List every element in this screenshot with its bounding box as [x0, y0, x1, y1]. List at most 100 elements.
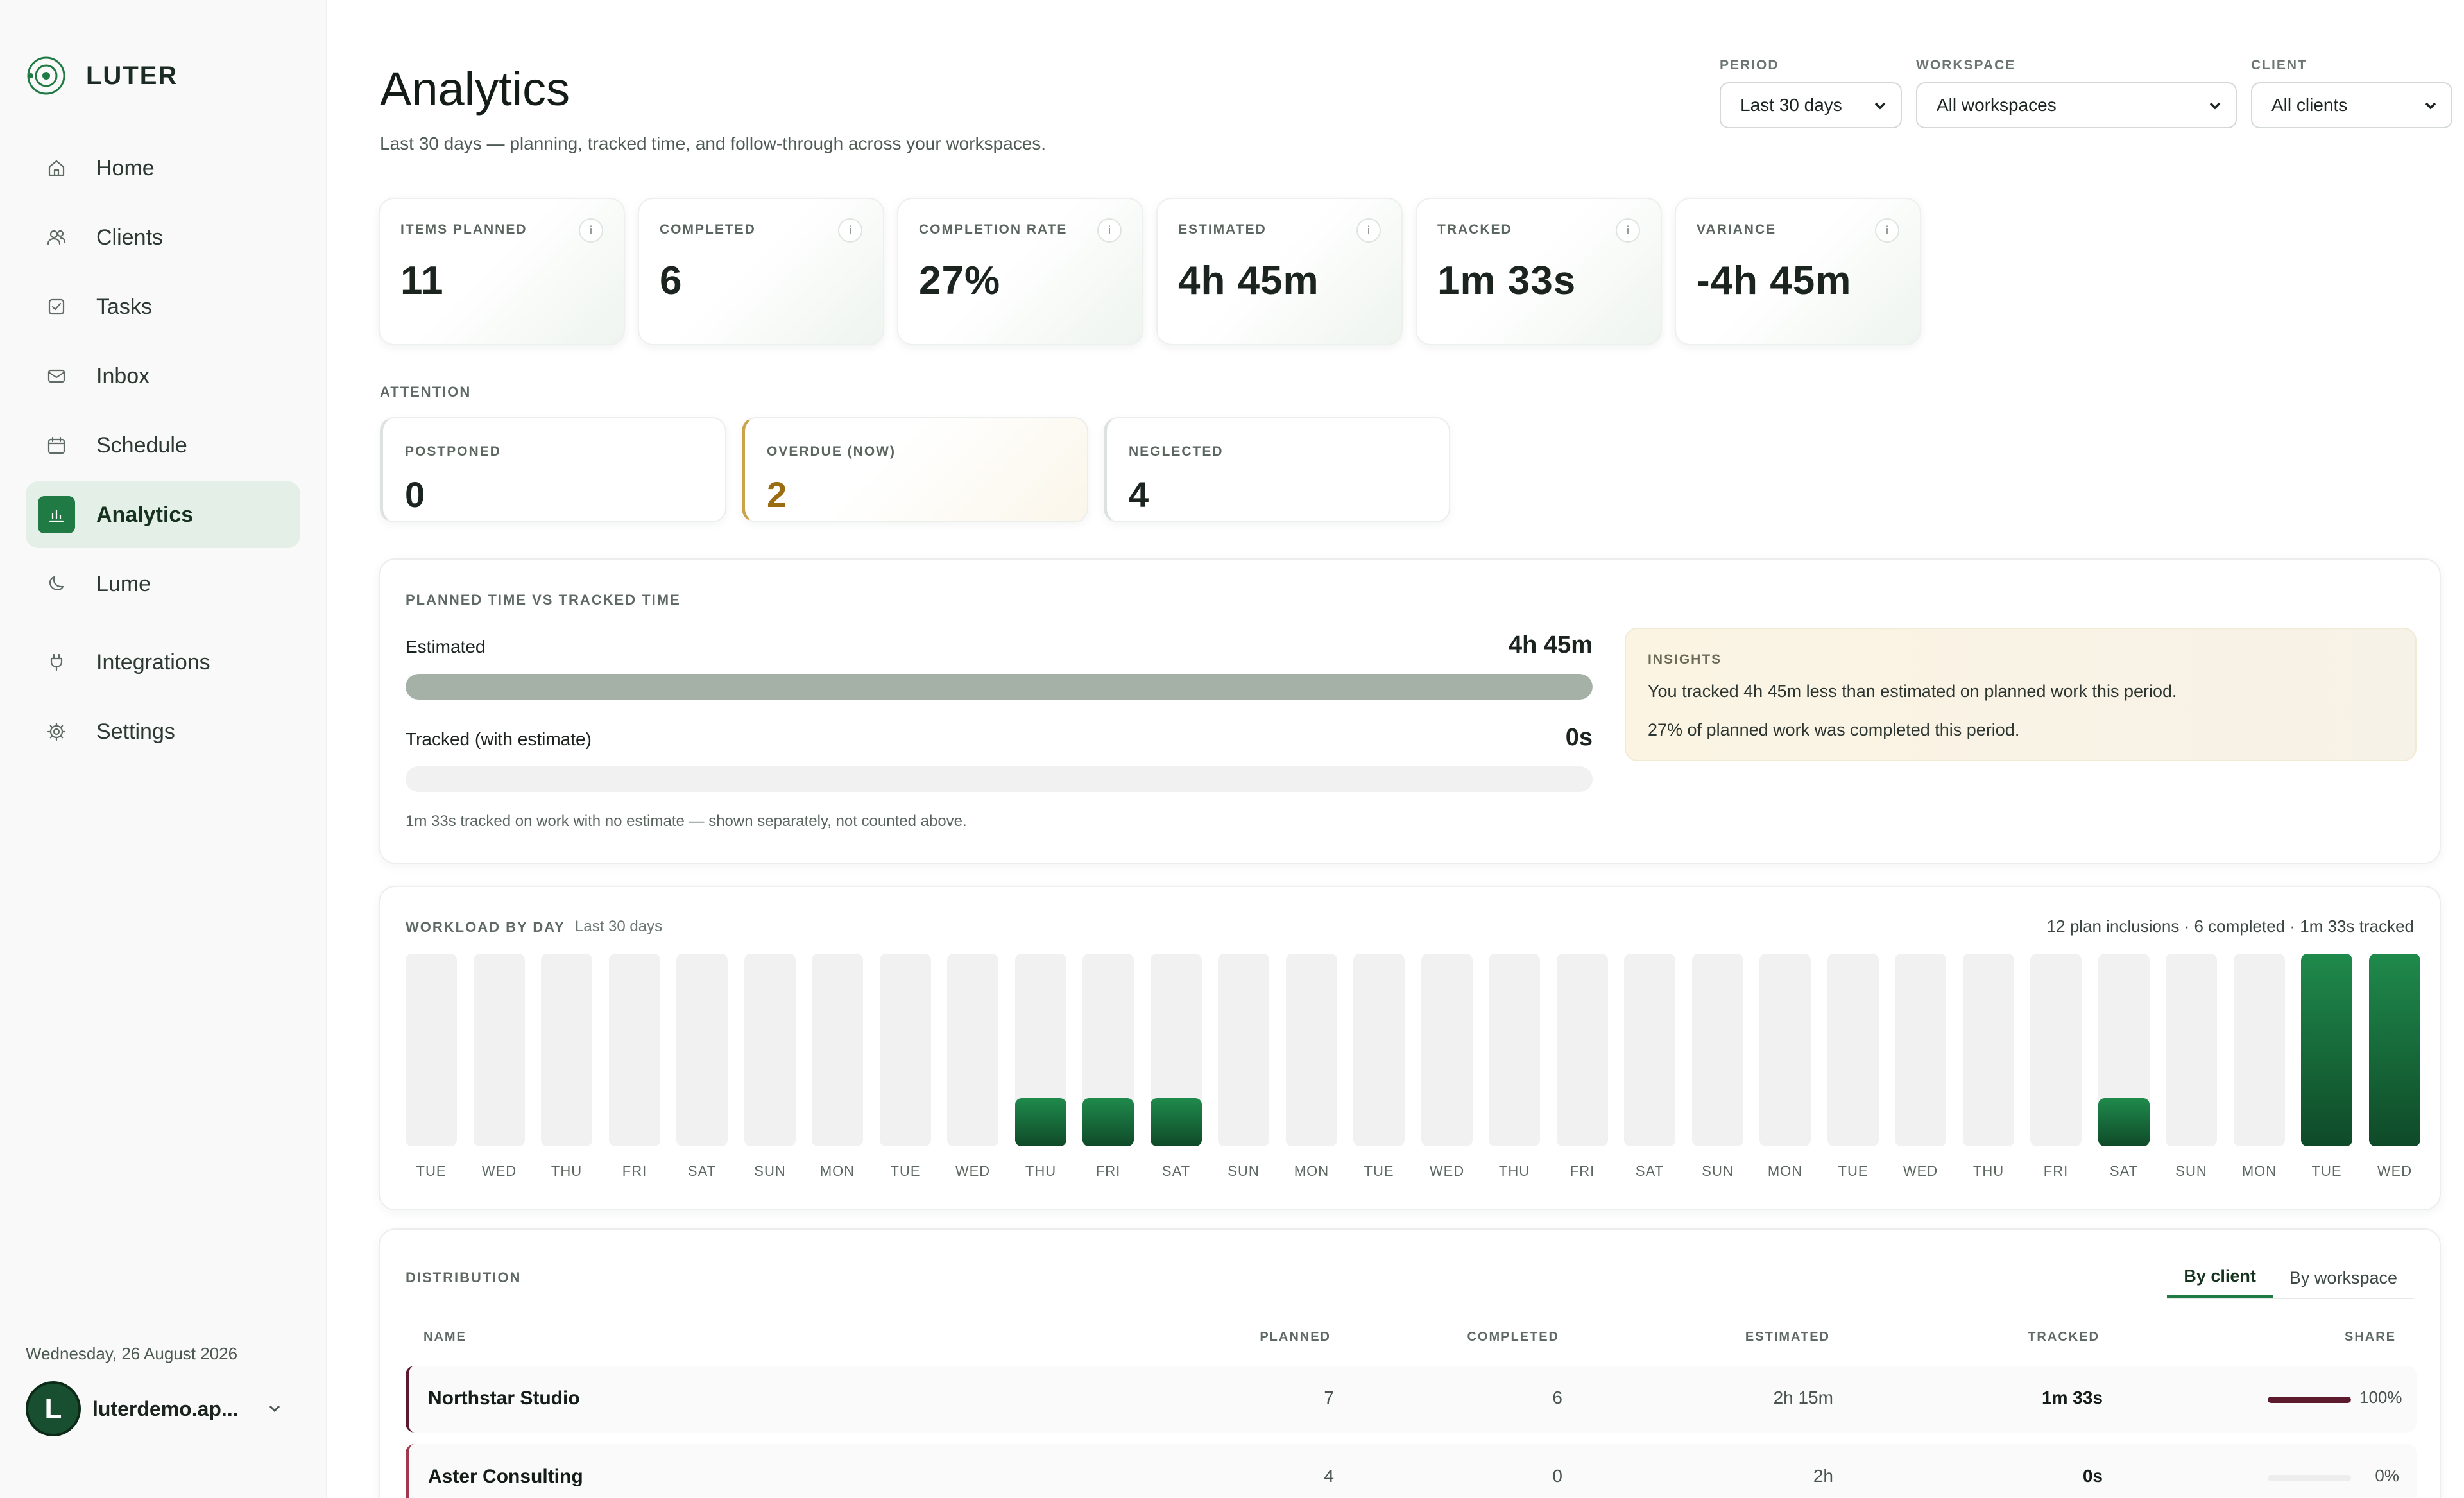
sidebar-item-label: Settings	[96, 719, 175, 744]
sidebar-item-label: Inbox	[96, 363, 150, 388]
calendar-icon	[45, 434, 68, 457]
workload-day-column[interactable]	[1421, 954, 1473, 1146]
column-header-name[interactable]: NAME	[424, 1330, 466, 1344]
attention-heading: ATTENTION	[380, 384, 472, 400]
info-icon[interactable]: i	[1356, 218, 1381, 243]
avatar: L	[26, 1381, 81, 1436]
metric-completion-rate: COMPLETION RATE i 27%	[897, 198, 1143, 345]
period-select[interactable]: Last 30 days	[1720, 82, 1902, 128]
attention-overdue[interactable]: OVERDUE (NOW) 2	[742, 417, 1088, 522]
row-planned: 7	[1324, 1388, 1334, 1408]
workload-day-column[interactable]	[406, 954, 457, 1146]
workspace-value: All workspaces	[1937, 95, 2057, 115]
brand[interactable]: LUTER	[26, 55, 178, 96]
table-row[interactable]: Aster Consulting 4 0 2h 0s 0%	[406, 1444, 2417, 1498]
attention-postponed[interactable]: POSTPONED 0	[380, 417, 726, 522]
info-icon[interactable]: i	[579, 218, 603, 243]
sidebar-item-clients[interactable]: Clients	[26, 204, 300, 271]
workload-chart: TUE WED THU FRI SAT SUN MON TUE WED THU FRI SAT SUN M…	[406, 954, 2420, 1191]
workload-day-column[interactable]	[1151, 954, 1202, 1146]
workload-day-column[interactable]	[947, 954, 998, 1146]
workload-day-column[interactable]	[1963, 954, 2014, 1146]
row-name: Aster Consulting	[428, 1466, 583, 1487]
workload-day-label: FRI	[2043, 1163, 2069, 1179]
workload-day-label: FRI	[622, 1163, 647, 1179]
workload-day-column[interactable]	[1624, 954, 1675, 1146]
workload-day-column[interactable]	[1827, 954, 1879, 1146]
metric-label: COMPLETION RATE	[919, 222, 1068, 237]
metric-estimated: ESTIMATED i 4h 45m	[1156, 198, 1403, 345]
workload-day-column[interactable]	[1557, 954, 1608, 1146]
column-header-share[interactable]: SHARE	[2344, 1330, 2396, 1344]
workload-day-column[interactable]	[1489, 954, 1540, 1146]
workload-day-column[interactable]	[2098, 954, 2150, 1146]
table-row[interactable]: Northstar Studio 7 6 2h 15m 1m 33s 100%	[406, 1366, 2417, 1433]
workload-day-label: MON	[2241, 1163, 2277, 1179]
workload-day-label: FRI	[1095, 1163, 1121, 1179]
panel-title: PLANNED TIME VS TRACKED TIME	[406, 592, 681, 608]
workload-day-column[interactable]	[744, 954, 796, 1146]
client-select[interactable]: All clients	[2251, 82, 2452, 128]
tracked-bar	[406, 766, 1593, 792]
workload-day-label: MON	[819, 1163, 855, 1179]
workload-day-column[interactable]	[1082, 954, 1134, 1146]
row-share: 100%	[2359, 1388, 2402, 1407]
workload-day-column[interactable]	[474, 954, 525, 1146]
workload-day-column[interactable]	[676, 954, 728, 1146]
workload-day-column[interactable]	[880, 954, 931, 1146]
workload-day-column[interactable]	[2369, 954, 2420, 1146]
attention-label: NEGLECTED	[1129, 444, 1224, 459]
workload-day-column[interactable]	[2301, 954, 2352, 1146]
workload-day-label: THU	[1972, 1163, 2005, 1179]
sidebar-nav: Home Clients Tasks Inbox Schedule Analyt…	[26, 135, 300, 768]
workload-day-column[interactable]	[1353, 954, 1405, 1146]
planned-vs-tracked-panel: PLANNED TIME VS TRACKED TIME Estimated 4…	[379, 558, 2441, 864]
info-icon[interactable]: i	[1616, 218, 1640, 243]
sidebar-item-settings[interactable]: Settings	[26, 698, 300, 765]
row-share: 0%	[2375, 1466, 2399, 1485]
tab-by-client[interactable]: By client	[2167, 1258, 2273, 1298]
user-menu[interactable]: L luterdemo.ap...	[26, 1381, 295, 1436]
chevron-down-icon[interactable]	[266, 1399, 285, 1418]
row-estimated: 2h	[1813, 1466, 1833, 1486]
workload-day-column[interactable]	[2030, 954, 2082, 1146]
sidebar-item-home[interactable]: Home	[26, 135, 300, 202]
column-header-completed[interactable]: COMPLETED	[1467, 1330, 1559, 1344]
info-icon[interactable]: i	[838, 218, 862, 243]
workload-day-column[interactable]	[812, 954, 863, 1146]
workload-day-column[interactable]	[1286, 954, 1337, 1146]
workload-day-column[interactable]	[609, 954, 660, 1146]
workload-day-column[interactable]	[541, 954, 592, 1146]
workload-day-label: WED	[481, 1163, 517, 1179]
metric-label: VARIANCE	[1697, 222, 1777, 237]
moon-icon	[45, 573, 68, 596]
workload-day-label: SUN	[2175, 1163, 2207, 1179]
info-icon[interactable]: i	[1097, 218, 1122, 243]
sidebar-item-integrations[interactable]: Integrations	[26, 629, 300, 696]
column-header-planned[interactable]: PLANNED	[1260, 1330, 1331, 1344]
workload-day-column[interactable]	[1218, 954, 1269, 1146]
workspace-select[interactable]: All workspaces	[1916, 82, 2237, 128]
tab-by-workspace[interactable]: By workspace	[2289, 1268, 2397, 1287]
sidebar-item-analytics[interactable]: Analytics	[26, 481, 300, 548]
distribution-panel: DISTRIBUTION By client By workspace NAME…	[379, 1228, 2441, 1498]
column-header-tracked[interactable]: TRACKED	[2028, 1330, 2100, 1344]
workspace-filter: WORKSPACE All workspaces	[1916, 58, 2237, 128]
sidebar-item-schedule[interactable]: Schedule	[26, 412, 300, 479]
info-icon[interactable]: i	[1875, 218, 1899, 243]
attention-neglected[interactable]: NEGLECTED 4	[1104, 417, 1450, 522]
workload-day-column[interactable]	[1895, 954, 1946, 1146]
workload-day-column[interactable]	[1692, 954, 1743, 1146]
workload-day-column[interactable]	[2234, 954, 2285, 1146]
sidebar-item-lume[interactable]: Lume	[26, 551, 300, 617]
workload-day-column[interactable]	[1759, 954, 1811, 1146]
workload-day-label: THU	[1498, 1163, 1530, 1179]
column-header-estimated[interactable]: ESTIMATED	[1745, 1330, 1830, 1344]
sidebar-item-tasks[interactable]: Tasks	[26, 273, 300, 340]
sidebar-item-inbox[interactable]: Inbox	[26, 343, 300, 409]
workload-day-column[interactable]	[2166, 954, 2217, 1146]
metric-value: 6	[660, 259, 683, 303]
insights-title: INSIGHTS	[1648, 652, 1722, 667]
workload-day-column[interactable]	[1015, 954, 1066, 1146]
gear-icon	[45, 720, 68, 743]
